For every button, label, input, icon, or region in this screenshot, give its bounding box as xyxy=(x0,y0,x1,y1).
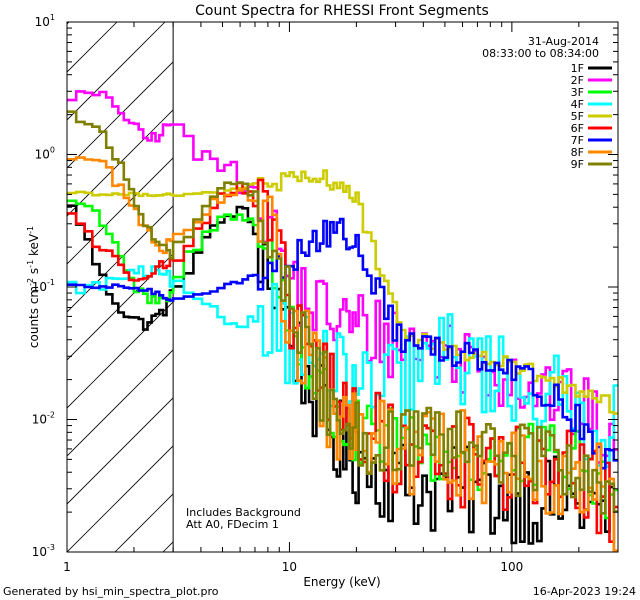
y-tick-label: 101 xyxy=(35,13,55,29)
legend-label-3F: 3F xyxy=(571,86,584,99)
hatch-line xyxy=(67,445,174,552)
x-axis-label: Energy (keV) xyxy=(303,575,380,589)
y-tick-exponent: -2 xyxy=(47,411,55,420)
legend-label-9F: 9F xyxy=(571,158,584,171)
series-line-5F xyxy=(67,169,618,415)
legend-label-4F: 4F xyxy=(571,98,584,111)
y-label-part-1: counts cm xyxy=(27,286,41,348)
hatch-line xyxy=(67,397,174,505)
series-line-4F xyxy=(67,265,618,468)
annotation-background: Includes Background xyxy=(186,506,301,519)
y-tick-exponent: -1 xyxy=(47,278,55,287)
hatch-line xyxy=(67,109,174,217)
hatch-line xyxy=(67,61,174,169)
y-tick-base: 10 xyxy=(35,15,50,29)
y-tick-base: 10 xyxy=(35,148,50,162)
y-tick-label: 10-1 xyxy=(32,278,55,294)
y-tick-base: 10 xyxy=(32,280,47,294)
legend-label-8F: 8F xyxy=(571,146,584,159)
y-tick-label: 10-2 xyxy=(32,411,55,427)
y-tick-label: 100 xyxy=(35,146,55,162)
x-tick-label: 100 xyxy=(500,560,523,574)
y-tick-label: 10-3 xyxy=(32,543,55,559)
timestamp-label: 16-Apr-2023 19:24 xyxy=(533,585,636,598)
y-tick-base: 10 xyxy=(32,545,47,559)
hatch-line xyxy=(67,22,166,121)
chart-title: Count Spectra for RHESSI Front Segments xyxy=(195,3,489,19)
y-label-part-3: keV xyxy=(27,233,41,260)
y-label-exp-2: -1 xyxy=(26,260,35,268)
legend-label-7F: 7F xyxy=(571,134,584,147)
legend-label-5F: 5F xyxy=(571,110,584,123)
y-label-exp-1: -2 xyxy=(26,278,35,286)
y-axis-label: counts cm-2 s-1 keV-1 xyxy=(26,226,41,348)
y-tick-exponent: 1 xyxy=(50,13,55,22)
y-label-part-2: s xyxy=(27,268,41,278)
time-range-label: 08:33:00 to 08:34:00 xyxy=(482,47,599,60)
series-group xyxy=(67,90,618,552)
legend-label-1F: 1F xyxy=(571,62,584,75)
series-line-7F xyxy=(67,217,618,470)
x-tick-label: 10 xyxy=(282,560,297,574)
legend-label-2F: 2F xyxy=(571,74,584,87)
series-line-9F xyxy=(67,110,618,515)
y-label-exp-3: -1 xyxy=(26,226,35,234)
y-tick-exponent: 0 xyxy=(50,146,55,155)
generated-by-label: Generated by hsi_min_spectra_plot.pro xyxy=(3,585,219,598)
date-label: 31-Aug-2014 xyxy=(528,35,599,48)
y-tick-base: 10 xyxy=(32,413,47,427)
y-tick-exponent: -3 xyxy=(47,543,55,552)
axis-ticks xyxy=(66,21,619,553)
x-tick-label: 1 xyxy=(63,560,71,574)
annotation-attenuator: Att A0, FDecim 1 xyxy=(186,518,279,531)
legend-label-6F: 6F xyxy=(571,122,584,135)
